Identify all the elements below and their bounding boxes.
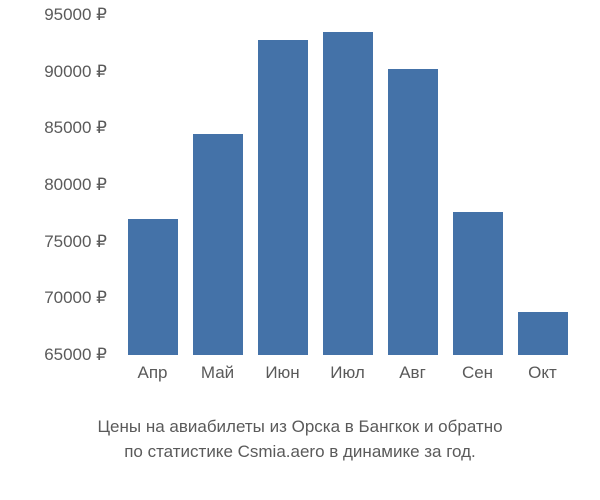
- bars-group: [115, 15, 580, 355]
- bar: [258, 40, 308, 355]
- plot-area: [115, 15, 580, 355]
- bar: [518, 312, 568, 355]
- x-axis-label: Окт: [518, 363, 568, 383]
- bar: [323, 32, 373, 355]
- x-axis-label: Сен: [453, 363, 503, 383]
- x-axis: Апр Май Июн Июл Авг Сен Окт: [115, 363, 580, 383]
- bar: [453, 212, 503, 355]
- x-axis-label: Июн: [258, 363, 308, 383]
- y-axis-label: 85000 ₽: [44, 118, 107, 138]
- chart-caption: Цены на авиабилеты из Орска в Бангкок и …: [0, 415, 600, 464]
- bar: [388, 69, 438, 355]
- caption-line-2: по статистике Csmia.aero в динамике за г…: [124, 442, 476, 461]
- y-axis-label: 65000 ₽: [44, 345, 107, 365]
- y-axis: 65000 ₽70000 ₽75000 ₽80000 ₽85000 ₽90000…: [20, 15, 115, 355]
- y-axis-label: 90000 ₽: [44, 62, 107, 82]
- bar: [193, 134, 243, 355]
- x-axis-label: Июл: [323, 363, 373, 383]
- x-axis-label: Апр: [128, 363, 178, 383]
- y-axis-label: 75000 ₽: [44, 232, 107, 252]
- x-axis-label: Авг: [388, 363, 438, 383]
- x-axis-label: Май: [193, 363, 243, 383]
- chart-container: 65000 ₽ 70000 ₽ 75000 ₽ 80000 ₽ 85000 ₽ 90000…: [20, 15, 580, 395]
- y-axis-label: 95000 ₽: [44, 5, 107, 25]
- caption-line-1: Цены на авиабилеты из Орска в Бангкок и …: [97, 417, 502, 436]
- y-axis-label: 70000 ₽: [44, 288, 107, 308]
- bar: [128, 219, 178, 355]
- y-axis-label: 80000 ₽: [44, 175, 107, 195]
